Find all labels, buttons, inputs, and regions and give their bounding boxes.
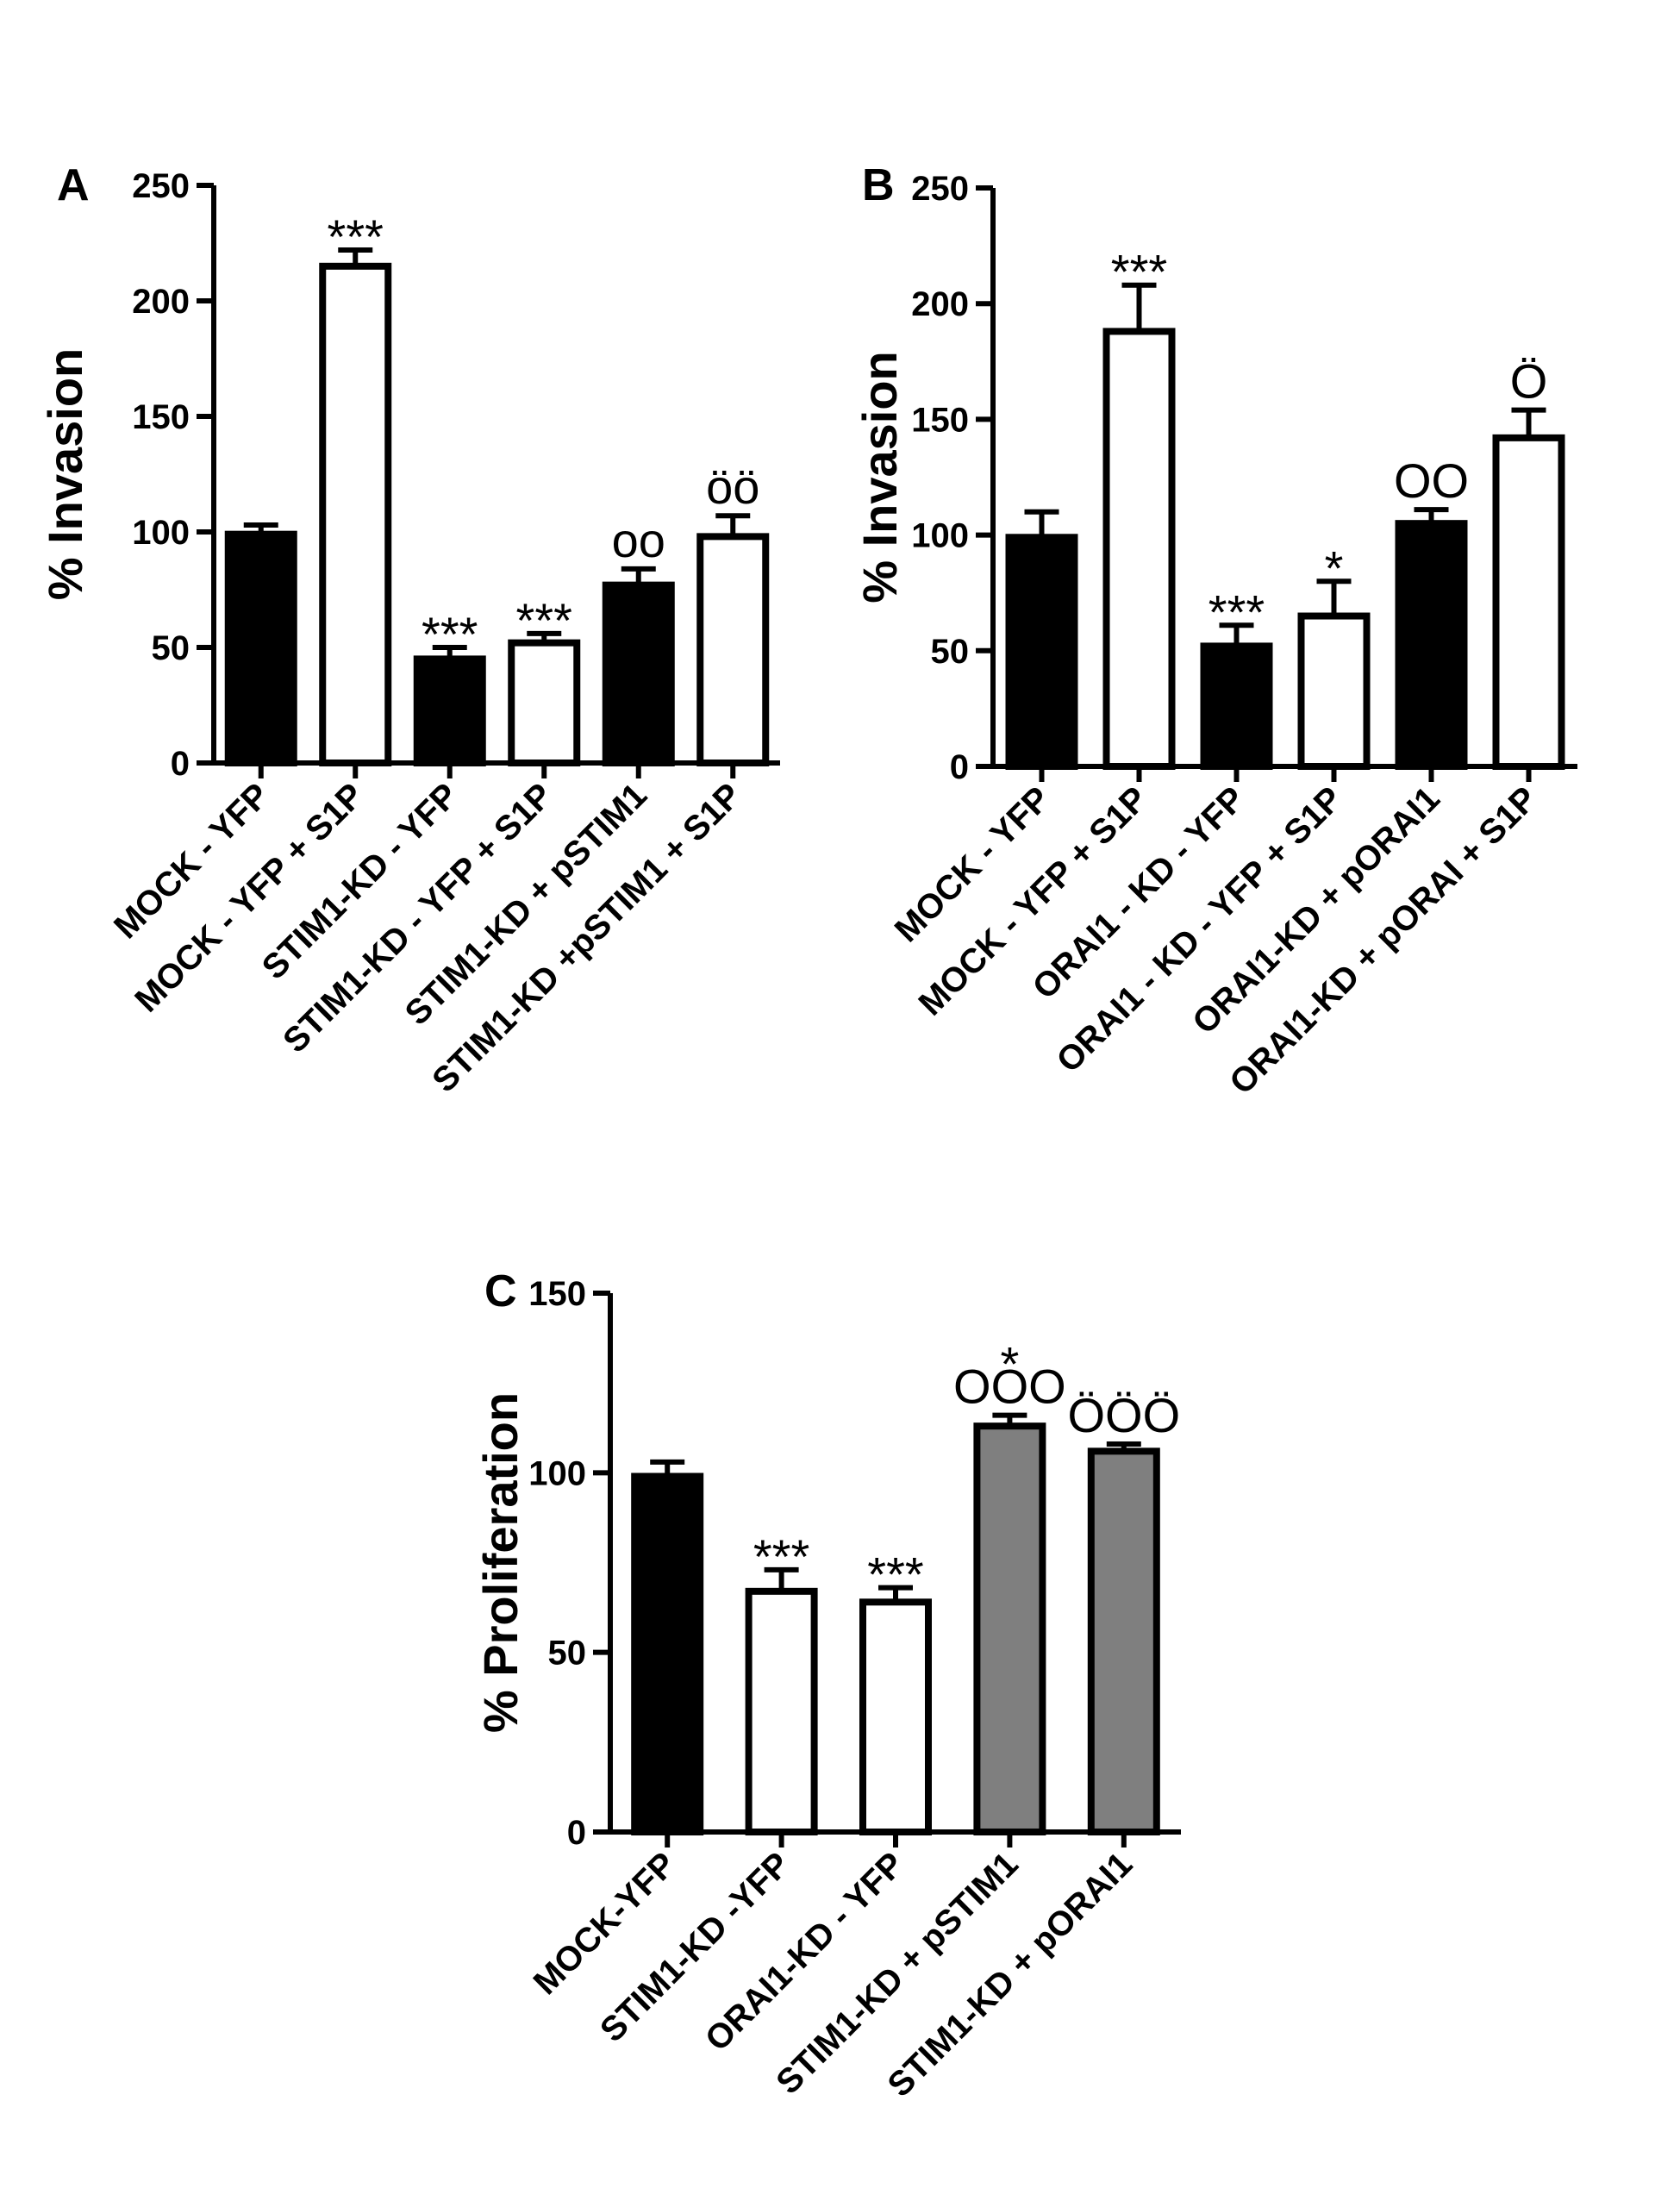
y-tick-label: 150 [132, 398, 190, 436]
panel-letter: A [57, 160, 90, 210]
y-tick-label: 50 [548, 1635, 587, 1672]
significance-label: *** [867, 1547, 923, 1602]
bar [1102, 328, 1176, 770]
y-tick-label: 150 [528, 1275, 586, 1313]
bar [1297, 612, 1371, 770]
category-label: STIM1-KD -YFP [593, 1845, 797, 2049]
y-tick-label: 200 [911, 285, 969, 323]
y-tick-label: 150 [911, 401, 969, 439]
y-tick-label: 100 [132, 514, 190, 552]
significance-label: *** [1111, 245, 1167, 299]
bar [413, 655, 486, 767]
y-tick-label: 100 [528, 1454, 586, 1492]
y-tick-label: 0 [567, 1814, 586, 1852]
significance-label: ÖÖÖ [1067, 1388, 1180, 1442]
bar [745, 1587, 818, 1836]
significance-label: öö [706, 460, 759, 514]
y-tick-label: 250 [132, 167, 190, 205]
y-axis-label: % Proliferation [473, 1392, 528, 1733]
significance-label: * [1325, 541, 1344, 595]
significance-label: *** [1208, 585, 1265, 639]
bar [1395, 520, 1468, 770]
bar [859, 1598, 932, 1836]
y-tick-label: 50 [931, 633, 970, 671]
significance-label: OOO [953, 1360, 1066, 1414]
bar-group: MOCK-YFP [527, 1459, 704, 2002]
y-tick-label: 0 [950, 748, 969, 786]
bar [696, 533, 770, 766]
bar [1087, 1447, 1160, 1836]
y-axis-label: % Invasion [852, 351, 907, 603]
significance-label: OO [1394, 453, 1469, 508]
significance-label: *** [516, 593, 572, 647]
bar [973, 1422, 1046, 1835]
bar [508, 639, 581, 767]
significance-label: *** [422, 607, 478, 661]
y-axis-label: % Invasion [38, 348, 92, 601]
significance-label: *** [753, 1529, 809, 1584]
y-tick-label: 200 [132, 283, 190, 321]
y-tick-label: 0 [171, 745, 190, 783]
y-tick-label: 250 [911, 170, 969, 208]
significance-label: *** [328, 209, 384, 264]
category-label: ORAI1-KD - YFP [698, 1845, 911, 2058]
bar [602, 581, 675, 767]
y-tick-label: 50 [152, 629, 190, 667]
panel-c: C 0 50 100 150 % ProliferationMOCK-YFPSTIM1-K… [473, 1266, 1181, 2104]
bar [319, 262, 392, 766]
significance-label: oo [612, 513, 665, 567]
bar [1492, 434, 1565, 770]
significance-label: * [1001, 1337, 1020, 1391]
panel-letter: B [862, 160, 895, 210]
panel-letter: C [484, 1266, 517, 1316]
bar [224, 530, 297, 766]
bar [1200, 642, 1273, 770]
significance-label: Ö [1510, 354, 1548, 409]
bar [631, 1472, 704, 1835]
bar [1005, 534, 1078, 770]
y-tick-label: 100 [911, 517, 969, 555]
